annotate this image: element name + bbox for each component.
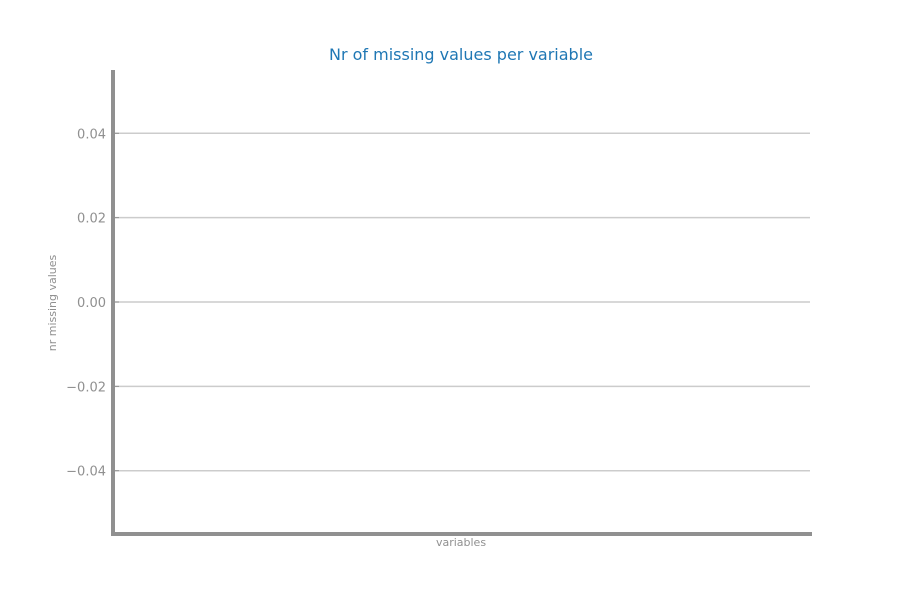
- y-axis-label: nr missing values: [46, 254, 59, 351]
- x-axis-label: variables: [436, 536, 486, 549]
- y-axis-ticks: 0.04 0.02 0.00 −0.02 −0.04: [66, 127, 119, 480]
- y-tick-label: −0.04: [66, 465, 106, 480]
- y-tick-label: 0.04: [77, 127, 106, 142]
- y-tick-label: 0.02: [77, 212, 106, 227]
- grid-lines: [113, 132, 810, 472]
- y-tick-label: 0.00: [77, 296, 106, 311]
- y-tick-label: −0.02: [66, 380, 106, 395]
- chart-title: Nr of missing values per variable: [329, 45, 593, 64]
